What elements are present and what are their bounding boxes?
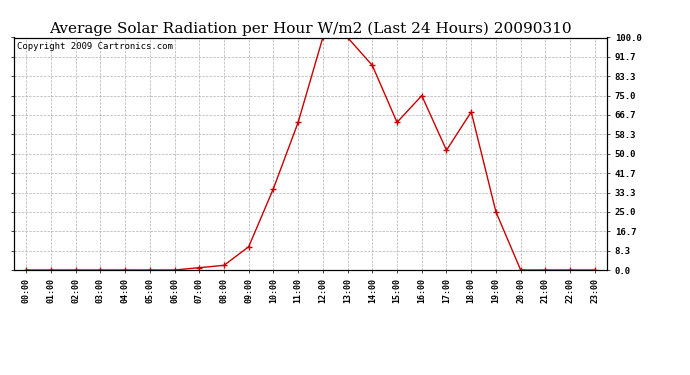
- Title: Average Solar Radiation per Hour W/m2 (Last 24 Hours) 20090310: Average Solar Radiation per Hour W/m2 (L…: [49, 22, 572, 36]
- Text: Copyright 2009 Cartronics.com: Copyright 2009 Cartronics.com: [17, 42, 172, 51]
